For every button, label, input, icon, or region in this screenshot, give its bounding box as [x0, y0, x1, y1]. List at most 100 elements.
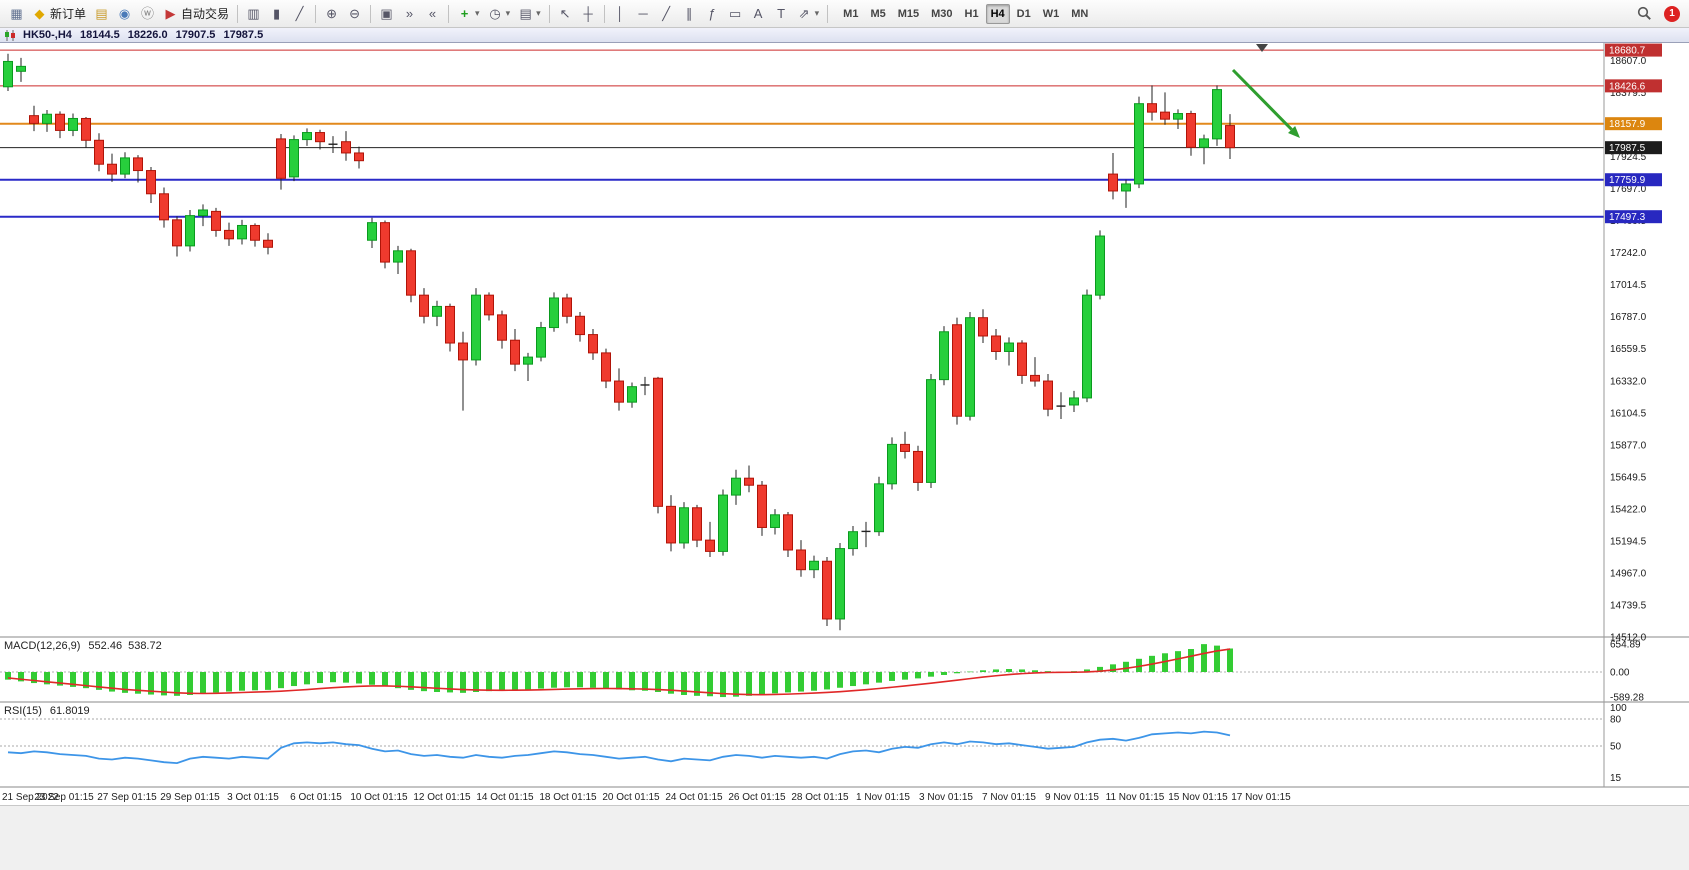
arrows-button[interactable]: ⇗ ▾	[793, 2, 824, 26]
svg-text:0.00: 0.00	[1610, 668, 1630, 679]
chart-area[interactable]: 18607.018379.518152.017924.517697.017469…	[0, 43, 1689, 805]
svg-text:12 Oct 01:15: 12 Oct 01:15	[413, 792, 471, 803]
svg-text:17697.0: 17697.0	[1610, 184, 1647, 195]
svg-text:17987.5: 17987.5	[1609, 143, 1646, 154]
profile-button[interactable]: ◉	[113, 2, 136, 26]
toolbar-separator	[370, 4, 372, 23]
timeframe-m5[interactable]: M5	[870, 7, 886, 20]
timeframe-m30[interactable]: M30	[931, 7, 953, 20]
svg-text:16332.0: 16332.0	[1610, 376, 1647, 387]
ohlc-high: 18226.0	[127, 29, 168, 41]
price-lines	[0, 49, 1604, 218]
text-button[interactable]: A	[747, 2, 770, 26]
auto-scroll-button[interactable]: »	[398, 2, 421, 26]
svg-text:18 Oct 01:15: 18 Oct 01:15	[539, 792, 597, 803]
add-indicator-icon: +	[460, 6, 469, 21]
svg-text:654.89: 654.89	[1610, 640, 1641, 651]
timeframe-h4[interactable]: H4	[985, 3, 1010, 24]
svg-text:26 Oct 01:15: 26 Oct 01:15	[728, 792, 786, 803]
market-watch-button[interactable]: ▤	[90, 2, 113, 26]
svg-text:3 Nov 01:15: 3 Nov 01:15	[919, 792, 973, 803]
svg-text:20 Oct 01:15: 20 Oct 01:15	[602, 792, 660, 803]
new-chart-button[interactable]: ▦	[5, 2, 28, 26]
vertical-line-button[interactable]: │	[609, 2, 632, 26]
text-label-button[interactable]: T	[770, 2, 793, 26]
chart-window-titlebar[interactable]: HK50-,H4 18144.5 18226.0 17907.5 17987.5	[0, 28, 1689, 43]
svg-text:15877.0: 15877.0	[1610, 440, 1647, 451]
horizontal-line-button[interactable]: ─	[632, 2, 655, 26]
timeframe-switcher: M1 M5 M15 M30 H1 H4 D1 W1 MN	[838, 3, 1093, 24]
svg-text:18157.9: 18157.9	[1609, 119, 1646, 130]
auto-trading-button[interactable]: ▶ 自动交易	[159, 2, 233, 26]
svg-text:15194.5: 15194.5	[1610, 536, 1647, 547]
auto-trading-button-label: 自动交易	[181, 7, 230, 21]
timeframe-h1[interactable]: H1	[964, 7, 979, 20]
trendline-icon: ╱	[662, 6, 671, 21]
tile-windows-icon: ▣	[380, 6, 393, 21]
svg-text:100: 100	[1610, 703, 1627, 714]
zoom-out-button[interactable]: ⊖	[343, 2, 366, 26]
toolbar-separator	[827, 4, 829, 23]
svg-text:18680.7: 18680.7	[1609, 46, 1646, 57]
chart-shift-button[interactable]: «	[421, 2, 444, 26]
toolbar-separator	[548, 4, 550, 23]
window-bottom-area	[0, 805, 1689, 870]
macd-title: MACD(12,26,9) 552.46 538.72	[4, 640, 162, 652]
crosshair-button[interactable]: ┼	[577, 2, 600, 26]
periods-button[interactable]: ◷ ▾	[484, 2, 515, 26]
timeframe-m15[interactable]: M15	[897, 7, 920, 20]
community-button[interactable]: ⓦ	[136, 2, 159, 26]
svg-text:14 Oct 01:15: 14 Oct 01:15	[476, 792, 534, 803]
toolbar-separator	[603, 4, 605, 23]
timeframe-m1[interactable]: M1	[843, 7, 859, 20]
svg-text:-589.28: -589.28	[1610, 693, 1644, 704]
candlestick-button[interactable]: ▮	[265, 2, 288, 26]
svg-text:27 Sep 01:15: 27 Sep 01:15	[97, 792, 157, 803]
new-order-diamond-icon: ◆	[34, 6, 45, 21]
timeframe-w1[interactable]: W1	[1042, 7, 1060, 20]
svg-text:6 Oct 01:15: 6 Oct 01:15	[290, 792, 342, 803]
svg-text:17 Nov 01:15: 17 Nov 01:15	[1231, 792, 1291, 803]
zoom-out-icon: ⊖	[349, 6, 360, 21]
new-order-button[interactable]: ◆ 新订单	[28, 2, 90, 26]
indicators-button[interactable]: + ▾	[453, 2, 484, 26]
crosshair-icon: ┼	[583, 6, 593, 21]
svg-text:15422.0: 15422.0	[1610, 504, 1647, 515]
svg-text:24 Oct 01:15: 24 Oct 01:15	[665, 792, 723, 803]
arrow-annotation	[1231, 68, 1300, 138]
zoom-in-button[interactable]: ⊕	[320, 2, 343, 26]
svg-text:21 Sep 2022: 21 Sep 2022	[2, 792, 59, 803]
new-order-button-label: 新订单	[50, 7, 87, 21]
chevron-down-icon: ▾	[814, 8, 820, 18]
macd-panel: MACD(12,26,9) 552.46 538.72 654.89 0.00 -589.…	[0, 640, 1644, 704]
cursor-button[interactable]: ↖	[554, 2, 577, 26]
template-icon: ▤	[519, 6, 532, 21]
autotrading-play-icon: ▶	[165, 6, 176, 21]
trendline-button[interactable]: ╱	[655, 2, 678, 26]
svg-text:23 Sep 01:15: 23 Sep 01:15	[34, 792, 94, 803]
timeframe-d1[interactable]: D1	[1016, 7, 1031, 20]
search-button[interactable]	[1633, 2, 1656, 26]
shapes-button[interactable]: ▭	[724, 2, 747, 26]
horizontal-line-icon: ─	[638, 6, 648, 21]
templates-button[interactable]: ▤ ▾	[514, 2, 545, 26]
timeframe-mn[interactable]: MN	[1071, 7, 1089, 20]
fibonacci-button[interactable]: ƒ	[701, 2, 724, 26]
bar-chart-button[interactable]: ▥	[242, 2, 265, 26]
svg-text:18426.6: 18426.6	[1609, 81, 1646, 92]
channel-button[interactable]: ∥	[678, 2, 701, 26]
line-chart-button[interactable]: ╱	[288, 2, 311, 26]
chart-title: HK50-,H4 18144.5 18226.0 17907.5 17987.5	[23, 29, 263, 41]
toolbar-separator	[237, 4, 239, 23]
notification-badge[interactable]: 1	[1664, 5, 1680, 22]
candlestick-chart-icon	[5, 29, 15, 41]
tile-windows-button[interactable]: ▣	[375, 2, 398, 26]
candles	[3, 53, 1235, 631]
toolbar-separator	[448, 4, 450, 23]
svg-text:18379.5: 18379.5	[1610, 88, 1647, 99]
svg-text:17759.9: 17759.9	[1609, 175, 1646, 186]
auto-scroll-icon: »	[405, 6, 414, 21]
zoom-in-icon: ⊕	[326, 6, 337, 21]
svg-text:17924.5: 17924.5	[1610, 152, 1647, 163]
